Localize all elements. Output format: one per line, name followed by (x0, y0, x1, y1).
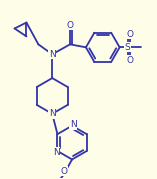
Text: N: N (70, 120, 76, 129)
Text: N: N (49, 109, 56, 118)
Text: N: N (53, 147, 60, 156)
Text: O: O (126, 56, 133, 65)
Text: S: S (125, 43, 130, 52)
Text: O: O (126, 30, 133, 39)
Text: O: O (61, 167, 68, 176)
Text: N: N (49, 50, 56, 59)
Text: O: O (67, 21, 74, 30)
